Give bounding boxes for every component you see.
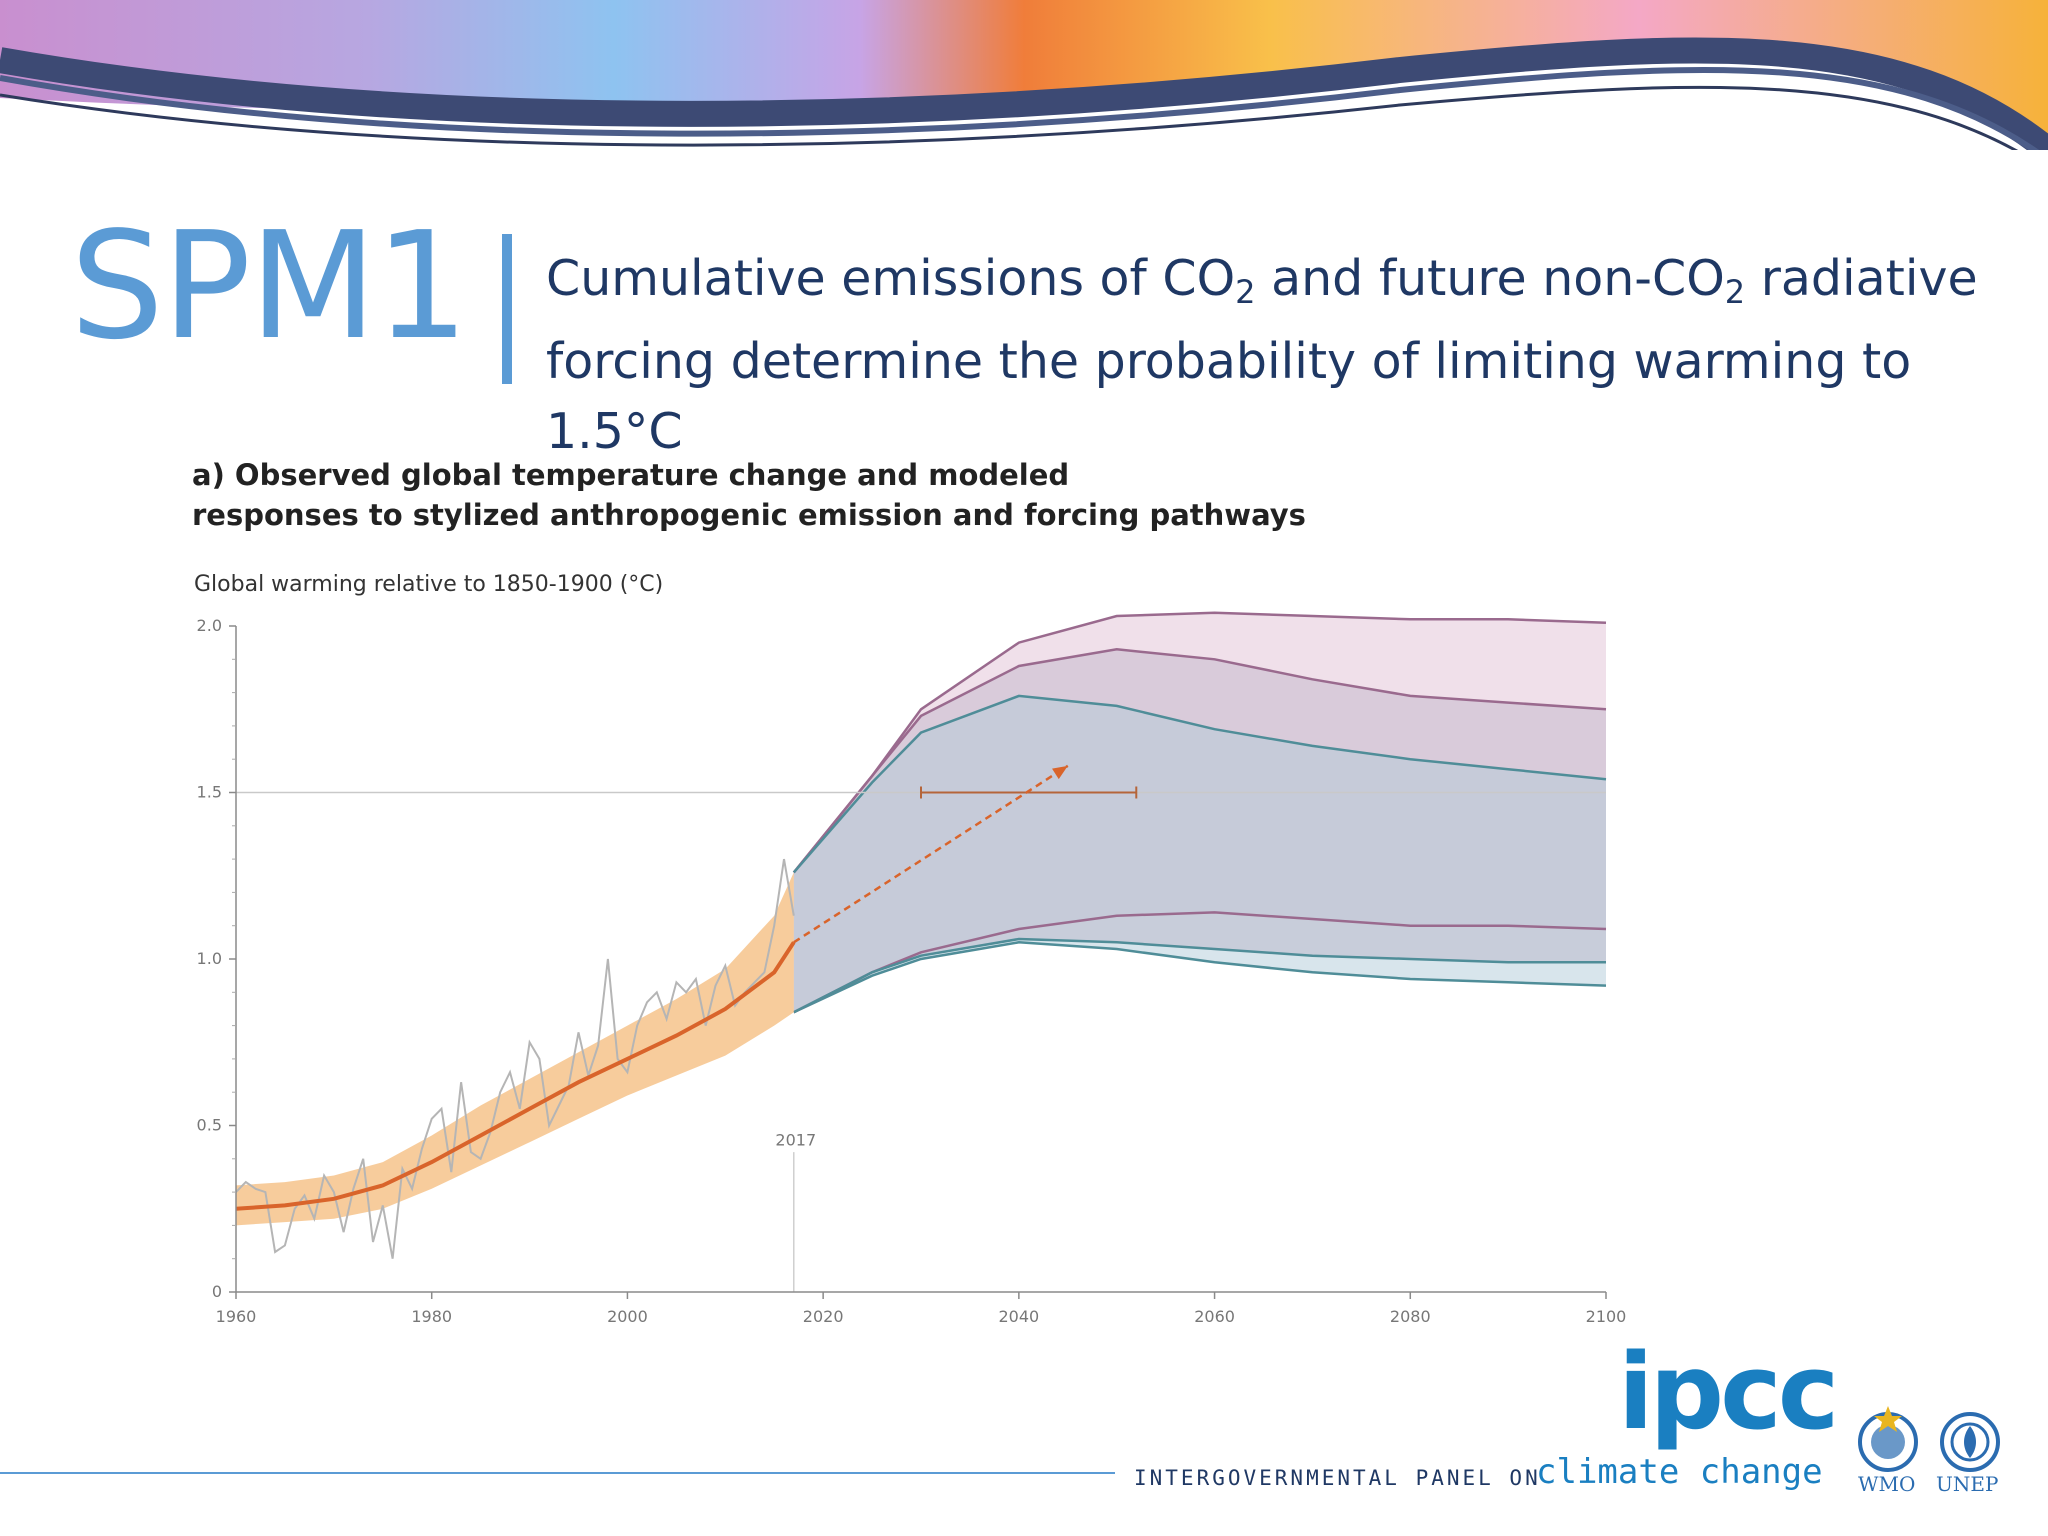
x-tick-label-1980: 1980 xyxy=(411,1307,452,1326)
headline-line-2: forcing determine the probability of lim… xyxy=(546,333,1912,460)
projection-upper-line-2 xyxy=(792,648,1607,874)
projection-upper-line-1 xyxy=(792,611,1607,874)
footer-rule xyxy=(0,1472,1115,1474)
year-marker-label: 2017 xyxy=(775,1130,816,1149)
slide-label: SPM1 xyxy=(70,200,469,372)
unep-emblem-icon xyxy=(1940,1412,2000,1472)
y-tick-label-1.5: 1.5 xyxy=(197,783,222,802)
header-banner xyxy=(0,0,2048,150)
ipcc-climate-text: climate change xyxy=(1536,1452,1823,1492)
x-tick-label-2080: 2080 xyxy=(1390,1307,1431,1326)
x-tick-label-2100: 2100 xyxy=(1586,1307,1627,1326)
ipcc-logo-text: ipcc xyxy=(1618,1331,1839,1453)
y-tick-label-1.0: 1.0 xyxy=(197,949,222,968)
projection-lower-line-3 xyxy=(793,937,1606,1014)
chart-title: a) Observed global temperature change an… xyxy=(192,455,1392,535)
projection-upper-line-3 xyxy=(792,694,1607,874)
x-tick-label-2040: 2040 xyxy=(998,1307,1039,1326)
chart-title-line-1: a) Observed global temperature change an… xyxy=(192,458,1070,492)
projection-lower-line-1 xyxy=(793,941,1607,1014)
trend-arrow-head xyxy=(1052,765,1068,780)
y-tick-label-0.5: 0.5 xyxy=(197,1116,222,1135)
ipcc-panel-text: INTERGOVERNMENTAL PANEL ON xyxy=(1134,1466,1541,1490)
trend-arrow-line xyxy=(793,764,1069,944)
chart-y-axis-label: Global warming relative to 1850-1900 (°C… xyxy=(194,572,664,597)
chart-title-line-2: responses to stylized anthropogenic emis… xyxy=(192,498,1306,532)
projection-band-lower xyxy=(793,939,1606,1013)
unep-label: UNEP xyxy=(1936,1472,1999,1496)
slide-headline: Cumulative emissions of CO2 and future n… xyxy=(546,244,2026,467)
wmo-emblem-icon xyxy=(1858,1406,1918,1472)
y-tick-label-0: 0 xyxy=(212,1282,222,1301)
observed-monthly-line xyxy=(235,858,795,1259)
headline-line-1: Cumulative emissions of CO2 and future n… xyxy=(546,250,1978,311)
x-tick-label-2020: 2020 xyxy=(803,1307,844,1326)
title-divider xyxy=(502,234,512,384)
y-tick-label-2.0: 2.0 xyxy=(197,616,222,635)
chart-layer: 2017 1960 1980 2000 2020 2040 2060 2080 2100 0 0.5… xyxy=(197,611,1627,1326)
observed-smoothed-line xyxy=(235,941,796,1211)
observed-range-band xyxy=(236,872,794,1226)
x-tick-label-2000: 2000 xyxy=(607,1307,648,1326)
x-tick-label-1960: 1960 xyxy=(216,1307,257,1326)
x-tick-label-2060: 2060 xyxy=(1194,1307,1235,1326)
wmo-label: WMO xyxy=(1858,1472,1916,1496)
projection-lower-line-2 xyxy=(793,911,1607,1014)
